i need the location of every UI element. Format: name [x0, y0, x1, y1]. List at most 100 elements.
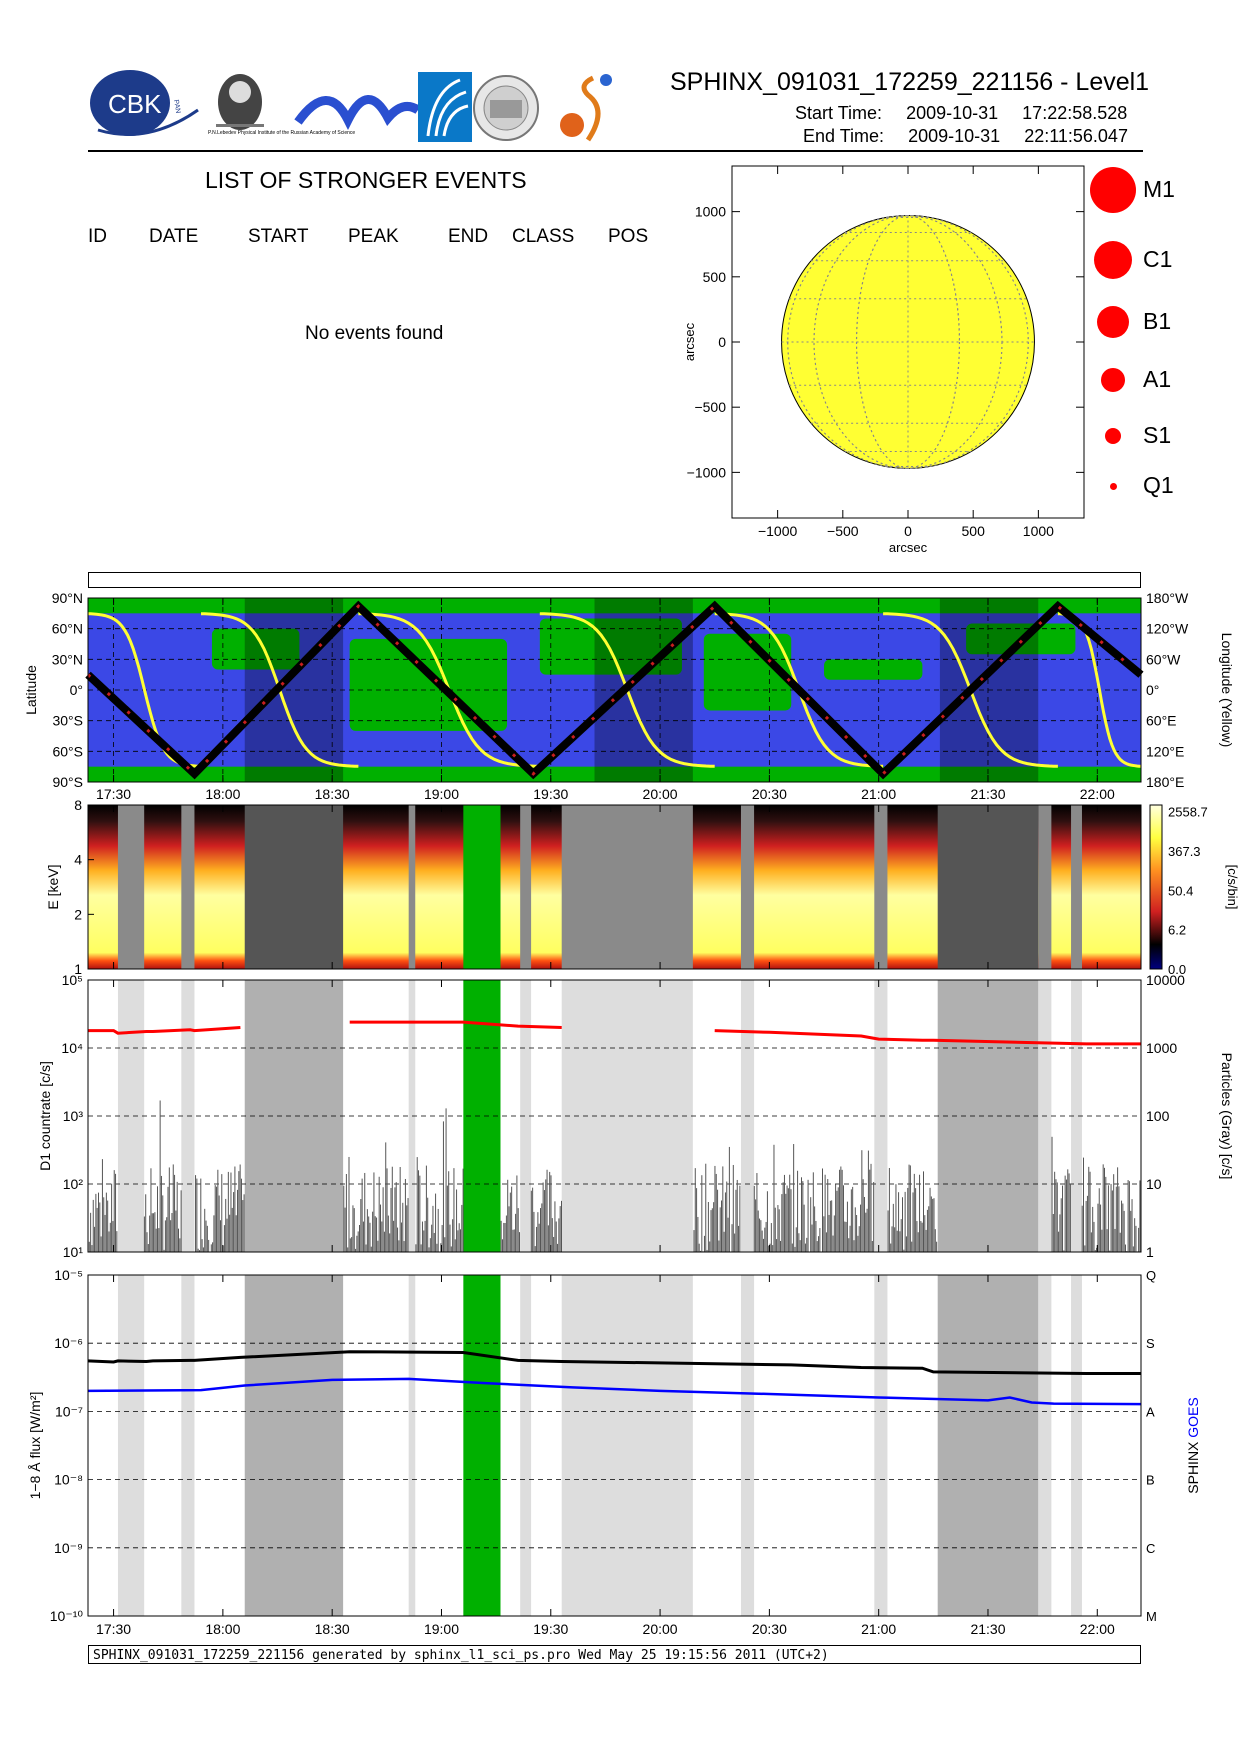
- start-label: Start Time:: [795, 103, 883, 123]
- sun-x-tick-label: 0: [904, 523, 912, 539]
- spectrogram-y-tick-label: 4: [74, 852, 82, 868]
- spectrogram-gap: [408, 805, 416, 969]
- flux-gap: [1071, 1275, 1082, 1616]
- legend-dot-S1: [1105, 428, 1121, 444]
- spectrogram-y-tick-label: 1: [74, 961, 82, 977]
- flux-gap: [117, 1275, 145, 1616]
- events-col-start: START: [248, 226, 309, 247]
- countrate-left-axis-label: D1 countrate [c/s]: [37, 1061, 53, 1171]
- pan-logo-text: PAN: [172, 99, 181, 114]
- map-right-tick-label: 180°W: [1146, 590, 1189, 606]
- countrate-series-1: [349, 1020, 562, 1029]
- spectrogram-gap: [1038, 805, 1052, 969]
- flux-left-tick-label: 10⁻⁵: [54, 1267, 83, 1283]
- legend-dot-C1: [1094, 241, 1132, 279]
- colorbar: [1149, 804, 1163, 970]
- legend-label-Q1: Q1: [1143, 472, 1174, 498]
- time-tick-label: 19:00: [424, 786, 459, 802]
- spectrogram-y-tick-label: 8: [74, 797, 82, 813]
- spectrogram-y-tick-label: 2: [74, 906, 82, 922]
- map-right-tick-label: 120°E: [1146, 743, 1184, 759]
- legend-label-M1: M1: [1143, 176, 1175, 202]
- countrate-right-tick-label: 100: [1146, 1108, 1170, 1124]
- end-label: End Time:: [803, 126, 885, 146]
- legend-dot-Q1: [1109, 482, 1117, 490]
- sun-logo: [560, 74, 612, 142]
- sun-y-tick-label: −500: [694, 399, 726, 415]
- flare-class-legend: M1 C1 B1 A1 S1 Q1: [1090, 165, 1230, 535]
- map-left-axis-label: Latitude: [23, 665, 39, 715]
- countrate-left-tick-label: 10⁴: [61, 1040, 83, 1056]
- flux-gap: [1038, 1275, 1052, 1616]
- sun-y-tick-label: 1000: [695, 204, 726, 220]
- flux-right-label-goes: GOES: [1185, 1397, 1201, 1437]
- sun-x-tick-label: 500: [962, 523, 986, 539]
- flux-left-tick-label: 10⁻⁸: [54, 1472, 83, 1488]
- spectrogram-gap: [181, 805, 195, 969]
- map-right-tick-label: 60°W: [1146, 651, 1181, 667]
- flux-gap: [874, 1275, 888, 1616]
- end-time: 22:11:56.047: [1024, 126, 1128, 146]
- sun-x-tick-label: −500: [827, 523, 859, 539]
- time-tick-label: 21:30: [970, 1621, 1005, 1637]
- events-col-peak: PEAK: [348, 226, 399, 247]
- map-frame: [87, 597, 1142, 783]
- sun-x-axis-label: arcsec: [889, 540, 928, 555]
- sun-x-tick-label: −1000: [758, 523, 798, 539]
- flux-gap: [408, 1275, 416, 1616]
- legend-label-S1: S1: [1143, 422, 1172, 448]
- flux-left-tick-label: 10⁻⁷: [55, 1403, 83, 1419]
- events-col-pos: POS: [608, 226, 649, 247]
- legend-label-B1: B1: [1143, 308, 1172, 334]
- start-date: 2009-10-31: [906, 103, 999, 123]
- cbk-logo-text: CBK: [108, 89, 162, 119]
- spectrogram-gap-dark: [937, 805, 1039, 969]
- seal-logo: [473, 75, 539, 141]
- events-col-date: DATE: [149, 226, 199, 247]
- footer-caption: SPHINX_091031_172259_221156 generated by…: [88, 1645, 1141, 1664]
- events-col-id: ID: [88, 226, 107, 247]
- time-tick-label: 17:30: [96, 786, 131, 802]
- time-tick-label: 18:00: [205, 786, 240, 802]
- report-title: SPHINX_091031_172259_221156 - Level1: [670, 68, 1150, 96]
- time-tick-label: 19:30: [533, 786, 568, 802]
- flux-right-axis-label: SPHINX GOES: [1185, 1397, 1201, 1493]
- institute-logo: [418, 72, 472, 142]
- cbk-logo: CBK PAN: [90, 70, 199, 136]
- time-tick-label: 20:00: [643, 1621, 678, 1637]
- sun-x-tick-label: 1000: [1023, 523, 1054, 539]
- countrate-left-tick-label: 10¹: [63, 1244, 84, 1260]
- spectrogram-gap: [561, 805, 693, 969]
- flux-class-label: A: [1146, 1404, 1155, 1419]
- time-tick-label: 21:30: [970, 786, 1005, 802]
- lebedev-portrait: P.N.Lebedev Physical Institute of the Ru…: [208, 74, 355, 136]
- lebedev-caption: P.N.Lebedev Physical Institute of the Ru…: [208, 130, 355, 136]
- logos-graphic: CBK PAN P.N.Lebedev Physical Institute o…: [90, 70, 612, 142]
- flux-frame: [87, 1274, 1142, 1617]
- colorbar-tick-label: 0.0: [1168, 962, 1186, 977]
- spectrogram-gap: [874, 805, 888, 969]
- countrate-frame: [87, 979, 1142, 1253]
- colorbar-tick-label: 6.2: [1168, 923, 1186, 938]
- time-tick-label: 22:00: [1080, 1621, 1115, 1637]
- spectrogram-gap: [1071, 805, 1082, 969]
- izmiran-logo: [294, 95, 421, 131]
- colorbar-tick-label: 2558.7: [1168, 805, 1208, 820]
- colorbar-tick-label: 50.4: [1168, 883, 1193, 898]
- time-tick-label: 19:00: [424, 1621, 459, 1637]
- flux-series-GOES: [87, 1377, 1142, 1406]
- flux-class-label: S: [1146, 1336, 1155, 1351]
- status-bar: [88, 572, 1141, 588]
- flux-left-tick-label: 10⁻⁶: [54, 1335, 83, 1351]
- flux-left-tick-label: 10⁻¹⁰: [50, 1608, 84, 1624]
- countrate-right-tick-label: 1000: [1146, 1040, 1177, 1056]
- countrate-right-tick-label: 10: [1146, 1176, 1162, 1192]
- map-right-axis-label: Longitude (Yellow): [1219, 633, 1235, 748]
- map-right-tick-label: 0°: [1146, 682, 1159, 698]
- events-col-class: CLASS: [512, 226, 575, 247]
- map-right-tick-label: 180°E: [1146, 774, 1184, 790]
- flux-class-label: B: [1146, 1473, 1155, 1488]
- map-night-shade: [594, 598, 693, 782]
- countrate-gap: [1071, 980, 1082, 1252]
- flux-gap-dark: [244, 1275, 344, 1616]
